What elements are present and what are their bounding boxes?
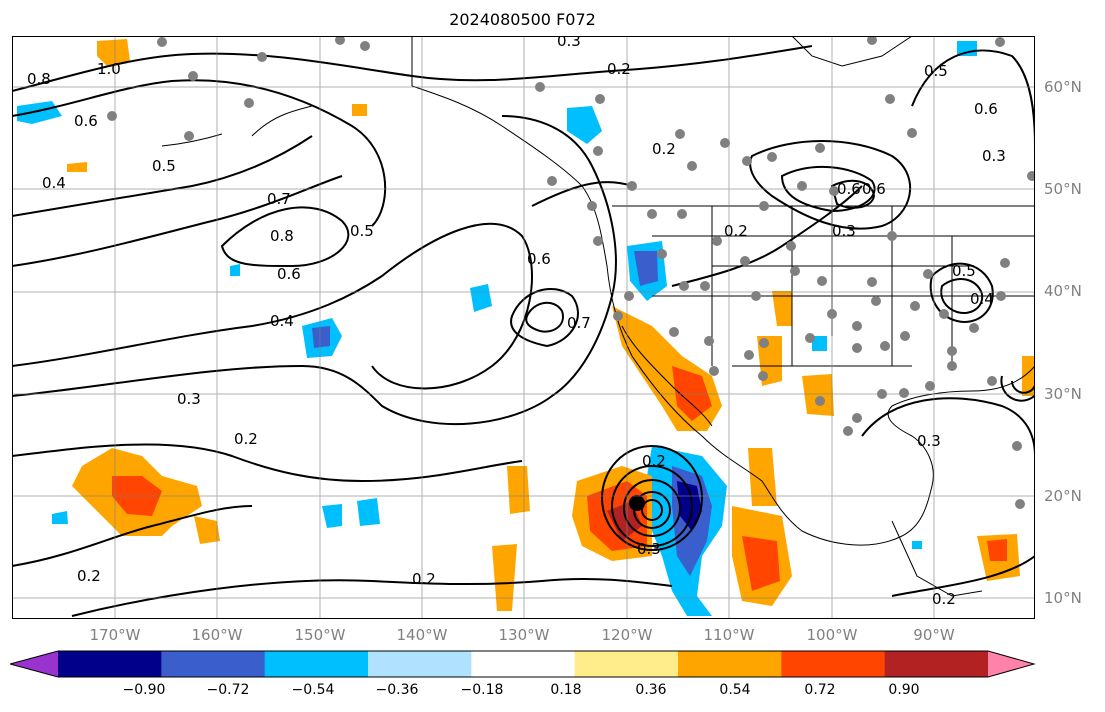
contour-label: 0.6 <box>527 250 551 268</box>
contour-label: 0.4 <box>270 312 294 330</box>
contour-label: 0.2 <box>724 222 748 240</box>
colorbar-cell <box>471 651 576 677</box>
colorbar-cell <box>781 651 886 677</box>
contour-label: 0.3 <box>177 390 201 408</box>
contour-labels: 0.3 0.2 0.8 1.0 0.6 0.5 0.4 0.7 0.8 0.5 … <box>27 36 1006 608</box>
colorbar-outline <box>10 650 1036 678</box>
contour-label: 0.8 <box>27 70 51 88</box>
lon-label-150w: 150°W <box>294 626 346 644</box>
colorbar-tick: 0.18 <box>550 682 582 698</box>
contour-label: 0.7 <box>567 314 591 332</box>
colorbar-tick: −0.72 <box>206 682 250 698</box>
storm-center-marker <box>629 495 645 511</box>
contour-label: 0.6 <box>862 180 886 198</box>
contour-label: 0.6 <box>277 265 301 283</box>
contour-label: 0.3 <box>557 36 581 50</box>
colorbar-tick: 0.54 <box>719 682 751 698</box>
contour-label: 0.3 <box>637 540 661 558</box>
colorbar-cells <box>10 650 1036 678</box>
colorbar <box>10 650 1036 678</box>
contour-label: 0.4 <box>42 174 66 192</box>
colorbar-tick: −0.90 <box>122 682 166 698</box>
lon-label-100w: 100°W <box>806 626 858 644</box>
contour-label: 0.6 <box>74 112 98 130</box>
colorbar-cell <box>58 651 162 677</box>
colorbar-extend-max <box>988 651 1034 677</box>
contour-label: 0.2 <box>652 140 676 158</box>
colorbar-cell <box>678 651 782 677</box>
contour-label: 0.7 <box>267 190 291 208</box>
contour-label: 0.4 <box>970 290 994 308</box>
lat-label-60n: 60°N <box>1044 78 1082 96</box>
contour-label: 0.5 <box>952 262 976 280</box>
colorbar-cell <box>574 651 679 677</box>
contour-label: 0.8 <box>270 227 294 245</box>
contour-label: 0.3 <box>917 432 941 450</box>
lat-label-20n: 20°N <box>1044 487 1082 505</box>
lon-label-120w: 120°W <box>601 626 653 644</box>
colorbar-cell <box>368 651 472 677</box>
lat-label-40n: 40°N <box>1044 282 1082 300</box>
lat-lon-grid <box>12 36 1035 619</box>
lat-label-10n: 10°N <box>1044 589 1082 607</box>
contour-label: 0.5 <box>152 157 176 175</box>
colorbar-tick: 0.90 <box>888 682 920 698</box>
colorbar-cell <box>264 651 369 677</box>
colorbar-tick: −0.36 <box>375 682 419 698</box>
colorbar-cell <box>161 651 266 677</box>
station-markers <box>107 36 1035 509</box>
colorbar-extend-min <box>10 651 58 677</box>
contour-label: 0.2 <box>642 452 666 470</box>
lon-label-170w: 170°W <box>89 626 141 644</box>
contour-label: 0.5 <box>350 222 374 240</box>
contour-label: 0.6 <box>974 100 998 118</box>
contour-label: 1.0 <box>97 60 121 78</box>
contour-label: 0.2 <box>932 590 956 608</box>
contour-label: 0.3 <box>982 147 1006 165</box>
contour-label: 0.2 <box>234 430 258 448</box>
contour-label: 0.6 <box>837 180 861 198</box>
map-frame <box>12 36 1035 619</box>
contour-label: 0.5 <box>924 62 948 80</box>
colorbar-tick: 0.72 <box>804 682 836 698</box>
lon-label-140w: 140°W <box>396 626 448 644</box>
map-title: 2024080500 F072 <box>449 10 596 29</box>
contour-label: 0.2 <box>77 567 101 585</box>
contour-label: 0.3 <box>832 222 856 240</box>
colorbar-tick: −0.18 <box>460 682 504 698</box>
contour-label: 0.2 <box>607 60 631 78</box>
lon-label-90w: 90°W <box>913 626 955 644</box>
map-panel: 0.3 0.2 0.8 1.0 0.6 0.5 0.4 0.7 0.8 0.5 … <box>12 36 1035 619</box>
lon-label-160w: 160°W <box>191 626 243 644</box>
colorbar-tick: −0.54 <box>291 682 335 698</box>
colorbar-cell <box>884 651 989 677</box>
lat-label-50n: 50°N <box>1044 180 1082 198</box>
colorbar-tick: 0.36 <box>635 682 667 698</box>
lon-label-110w: 110°W <box>703 626 755 644</box>
lat-label-30n: 30°N <box>1044 385 1082 403</box>
contour-lines <box>12 45 1035 617</box>
lon-label-130w: 130°W <box>498 626 550 644</box>
contour-label: 0.2 <box>412 570 436 588</box>
